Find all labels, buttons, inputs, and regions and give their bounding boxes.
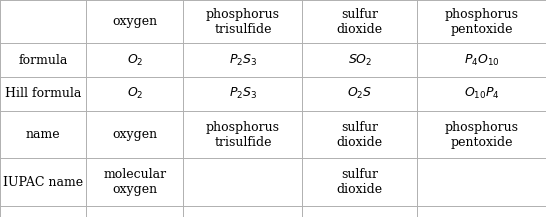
Text: molecular
oxygen: molecular oxygen <box>103 168 167 196</box>
Text: phosphorus
trisulfide: phosphorus trisulfide <box>206 8 280 36</box>
Text: $P_2S_3$: $P_2S_3$ <box>229 53 257 68</box>
Text: Hill formula: Hill formula <box>5 87 81 100</box>
Text: oxygen: oxygen <box>112 128 157 141</box>
Text: $P_4O_{10}$: $P_4O_{10}$ <box>464 53 500 68</box>
Text: formula: formula <box>19 54 68 67</box>
Text: name: name <box>26 128 61 141</box>
Text: phosphorus
trisulfide: phosphorus trisulfide <box>206 120 280 149</box>
Text: phosphorus
pentoxide: phosphorus pentoxide <box>444 120 519 149</box>
Text: IUPAC name: IUPAC name <box>3 176 83 189</box>
Text: $SO_2$: $SO_2$ <box>348 53 372 68</box>
Text: sulfur
dioxide: sulfur dioxide <box>337 8 383 36</box>
Text: $P_2S_3$: $P_2S_3$ <box>229 86 257 101</box>
Text: $O_2$: $O_2$ <box>127 86 143 101</box>
Text: $O_2S$: $O_2S$ <box>347 86 372 101</box>
Text: $O_{10}P_4$: $O_{10}P_4$ <box>464 86 500 101</box>
Text: sulfur
dioxide: sulfur dioxide <box>337 120 383 149</box>
Text: sulfur
dioxide: sulfur dioxide <box>337 168 383 196</box>
Text: $O_2$: $O_2$ <box>127 53 143 68</box>
Text: phosphorus
pentoxide: phosphorus pentoxide <box>444 8 519 36</box>
Text: oxygen: oxygen <box>112 15 157 28</box>
